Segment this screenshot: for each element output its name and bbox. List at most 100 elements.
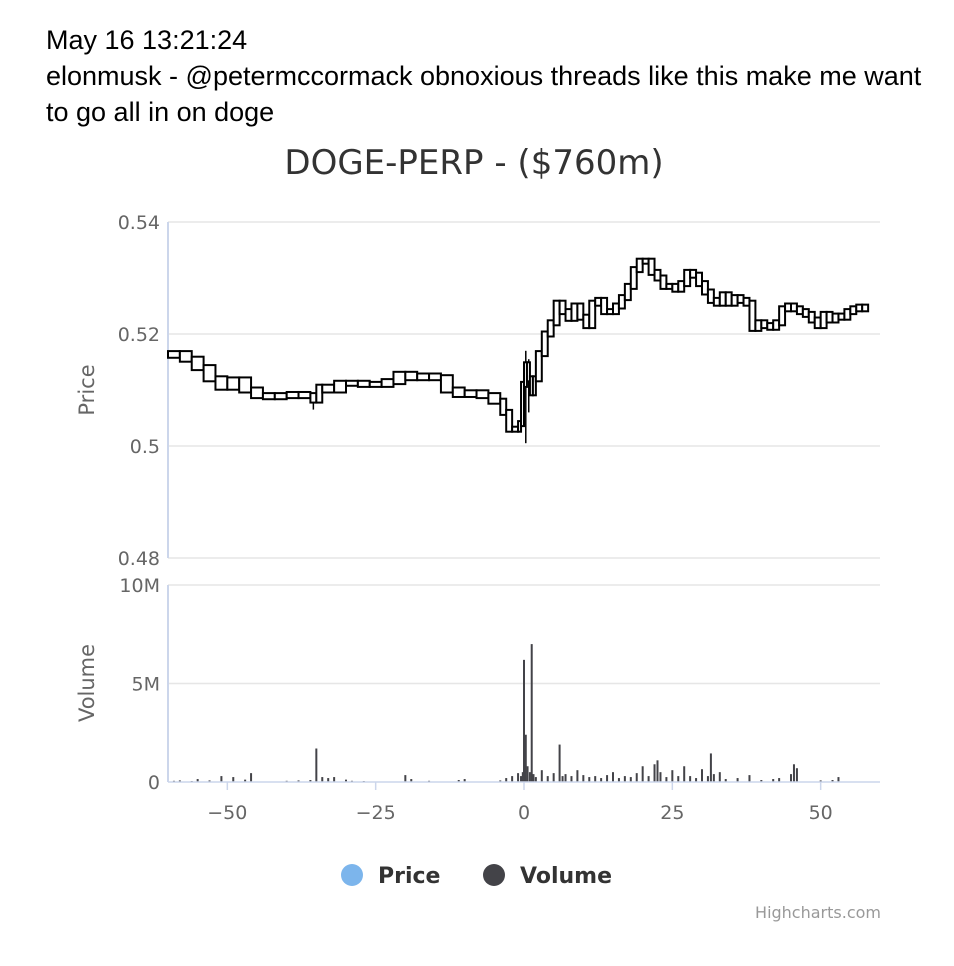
legend-marker-price[interactable]: [341, 864, 363, 886]
volume-bar: [208, 780, 211, 782]
volume-bar: [594, 776, 597, 782]
price-pane: 0.48 0.5 0.52 0.54 Price: [75, 212, 880, 570]
price-candle: [475, 389, 490, 400]
volume-tick-labels: 0 5M 10M: [119, 575, 160, 794]
volume-tick-label: 5M: [132, 674, 160, 696]
price-candle: [285, 390, 300, 400]
volume-bar: [778, 778, 781, 782]
volume-bar: [748, 775, 751, 782]
volume-bar: [499, 780, 502, 782]
price-tick-label: 0.48: [118, 548, 160, 570]
price-candle: [499, 397, 508, 416]
price-candle: [706, 288, 715, 304]
volume-bar: [718, 772, 721, 782]
price-candle: [238, 376, 253, 394]
volume-bar: [831, 780, 834, 782]
volume-bars: [172, 644, 840, 782]
price-candles: [167, 257, 870, 433]
price-tick-label: 0.52: [118, 324, 160, 346]
volume-bar: [178, 780, 181, 782]
x-tick-marks: −50 −25 0 25 50: [207, 782, 833, 824]
volume-bar: [558, 744, 561, 782]
price-candle: [297, 390, 312, 400]
volume-bar: [706, 776, 709, 782]
price-candle: [392, 370, 407, 386]
volume-bar: [540, 770, 543, 782]
volume-axis-title: Volume: [75, 644, 99, 722]
price-candle: [629, 266, 638, 290]
price-candle: [635, 257, 644, 274]
price-candle: [315, 383, 324, 404]
volume-bar: [404, 775, 407, 782]
price-candle: [558, 299, 567, 316]
volume-bar: [244, 779, 247, 782]
price-candle: [380, 378, 395, 388]
price-candle: [659, 274, 668, 290]
price-candle: [623, 282, 632, 302]
volume-bar: [250, 773, 253, 782]
price-candle: [273, 392, 288, 401]
tweet-header: May 16 13:21:24 elonmusk - @petermccorma…: [46, 22, 926, 130]
x-tick-label: 25: [660, 802, 684, 824]
x-tick-label: 0: [518, 802, 530, 824]
volume-tick-label: 10M: [119, 575, 160, 597]
volume-bar: [724, 779, 727, 782]
volume-bar: [220, 776, 223, 782]
price-candle: [261, 392, 276, 401]
volume-bar: [570, 776, 573, 782]
chart-legend: Price Volume: [341, 864, 612, 889]
price-candle: [540, 330, 549, 358]
price-candle: [534, 350, 543, 383]
price-gridlines: [168, 221, 880, 559]
volume-bar: [345, 779, 347, 782]
volume-bar: [534, 777, 537, 782]
volume-bar: [683, 766, 686, 782]
price-candle: [531, 375, 537, 397]
price-candle: [487, 392, 502, 405]
price-tick-label: 0.54: [118, 212, 160, 234]
volume-bar: [196, 779, 199, 782]
price-candle: [546, 319, 555, 338]
highcharts-credits[interactable]: Highcharts.com: [755, 903, 881, 922]
volume-bar: [712, 774, 715, 782]
price-candle: [178, 350, 193, 363]
volume-bar: [588, 777, 591, 782]
tweet-timestamp: May 16 13:21:24: [46, 25, 248, 55]
volume-bar: [232, 777, 235, 782]
price-candle: [226, 376, 241, 391]
volume-bar: [656, 760, 659, 782]
volume-bar: [629, 777, 632, 782]
volume-bar: [792, 764, 795, 782]
volume-bar: [511, 776, 514, 782]
price-tick-label: 0.5: [130, 436, 160, 458]
volume-bar: [689, 776, 692, 782]
price-candle: [167, 350, 181, 359]
volume-bar: [671, 770, 674, 782]
volume-bar: [517, 773, 520, 782]
volume-bar: [701, 769, 703, 782]
price-candle: [250, 386, 264, 400]
price-tick-labels: 0.48 0.5 0.52 0.54: [118, 212, 160, 570]
volume-bar: [576, 770, 579, 782]
legend-item-volume[interactable]: Volume: [520, 864, 612, 889]
price-candle: [600, 296, 609, 316]
volume-bar: [521, 772, 524, 782]
volume-bar: [532, 774, 535, 782]
volume-bar: [505, 778, 508, 782]
volume-bar: [653, 764, 656, 782]
volume-bar: [635, 773, 638, 782]
chart-title: DOGE-PERP - ($760m): [284, 143, 663, 183]
price-candle: [748, 299, 757, 332]
volume-bar: [659, 772, 662, 782]
price-candle: [404, 370, 419, 382]
legend-marker-volume[interactable]: [483, 864, 505, 886]
price-candle: [428, 372, 442, 382]
price-candle: [861, 303, 870, 313]
volume-bar: [528, 772, 531, 782]
price-candle: [617, 294, 626, 310]
volume-bar: [463, 779, 466, 782]
volume-bar: [524, 734, 527, 782]
legend-item-price[interactable]: Price: [378, 864, 440, 889]
volume-bar: [709, 753, 712, 782]
price-candle: [416, 372, 431, 382]
